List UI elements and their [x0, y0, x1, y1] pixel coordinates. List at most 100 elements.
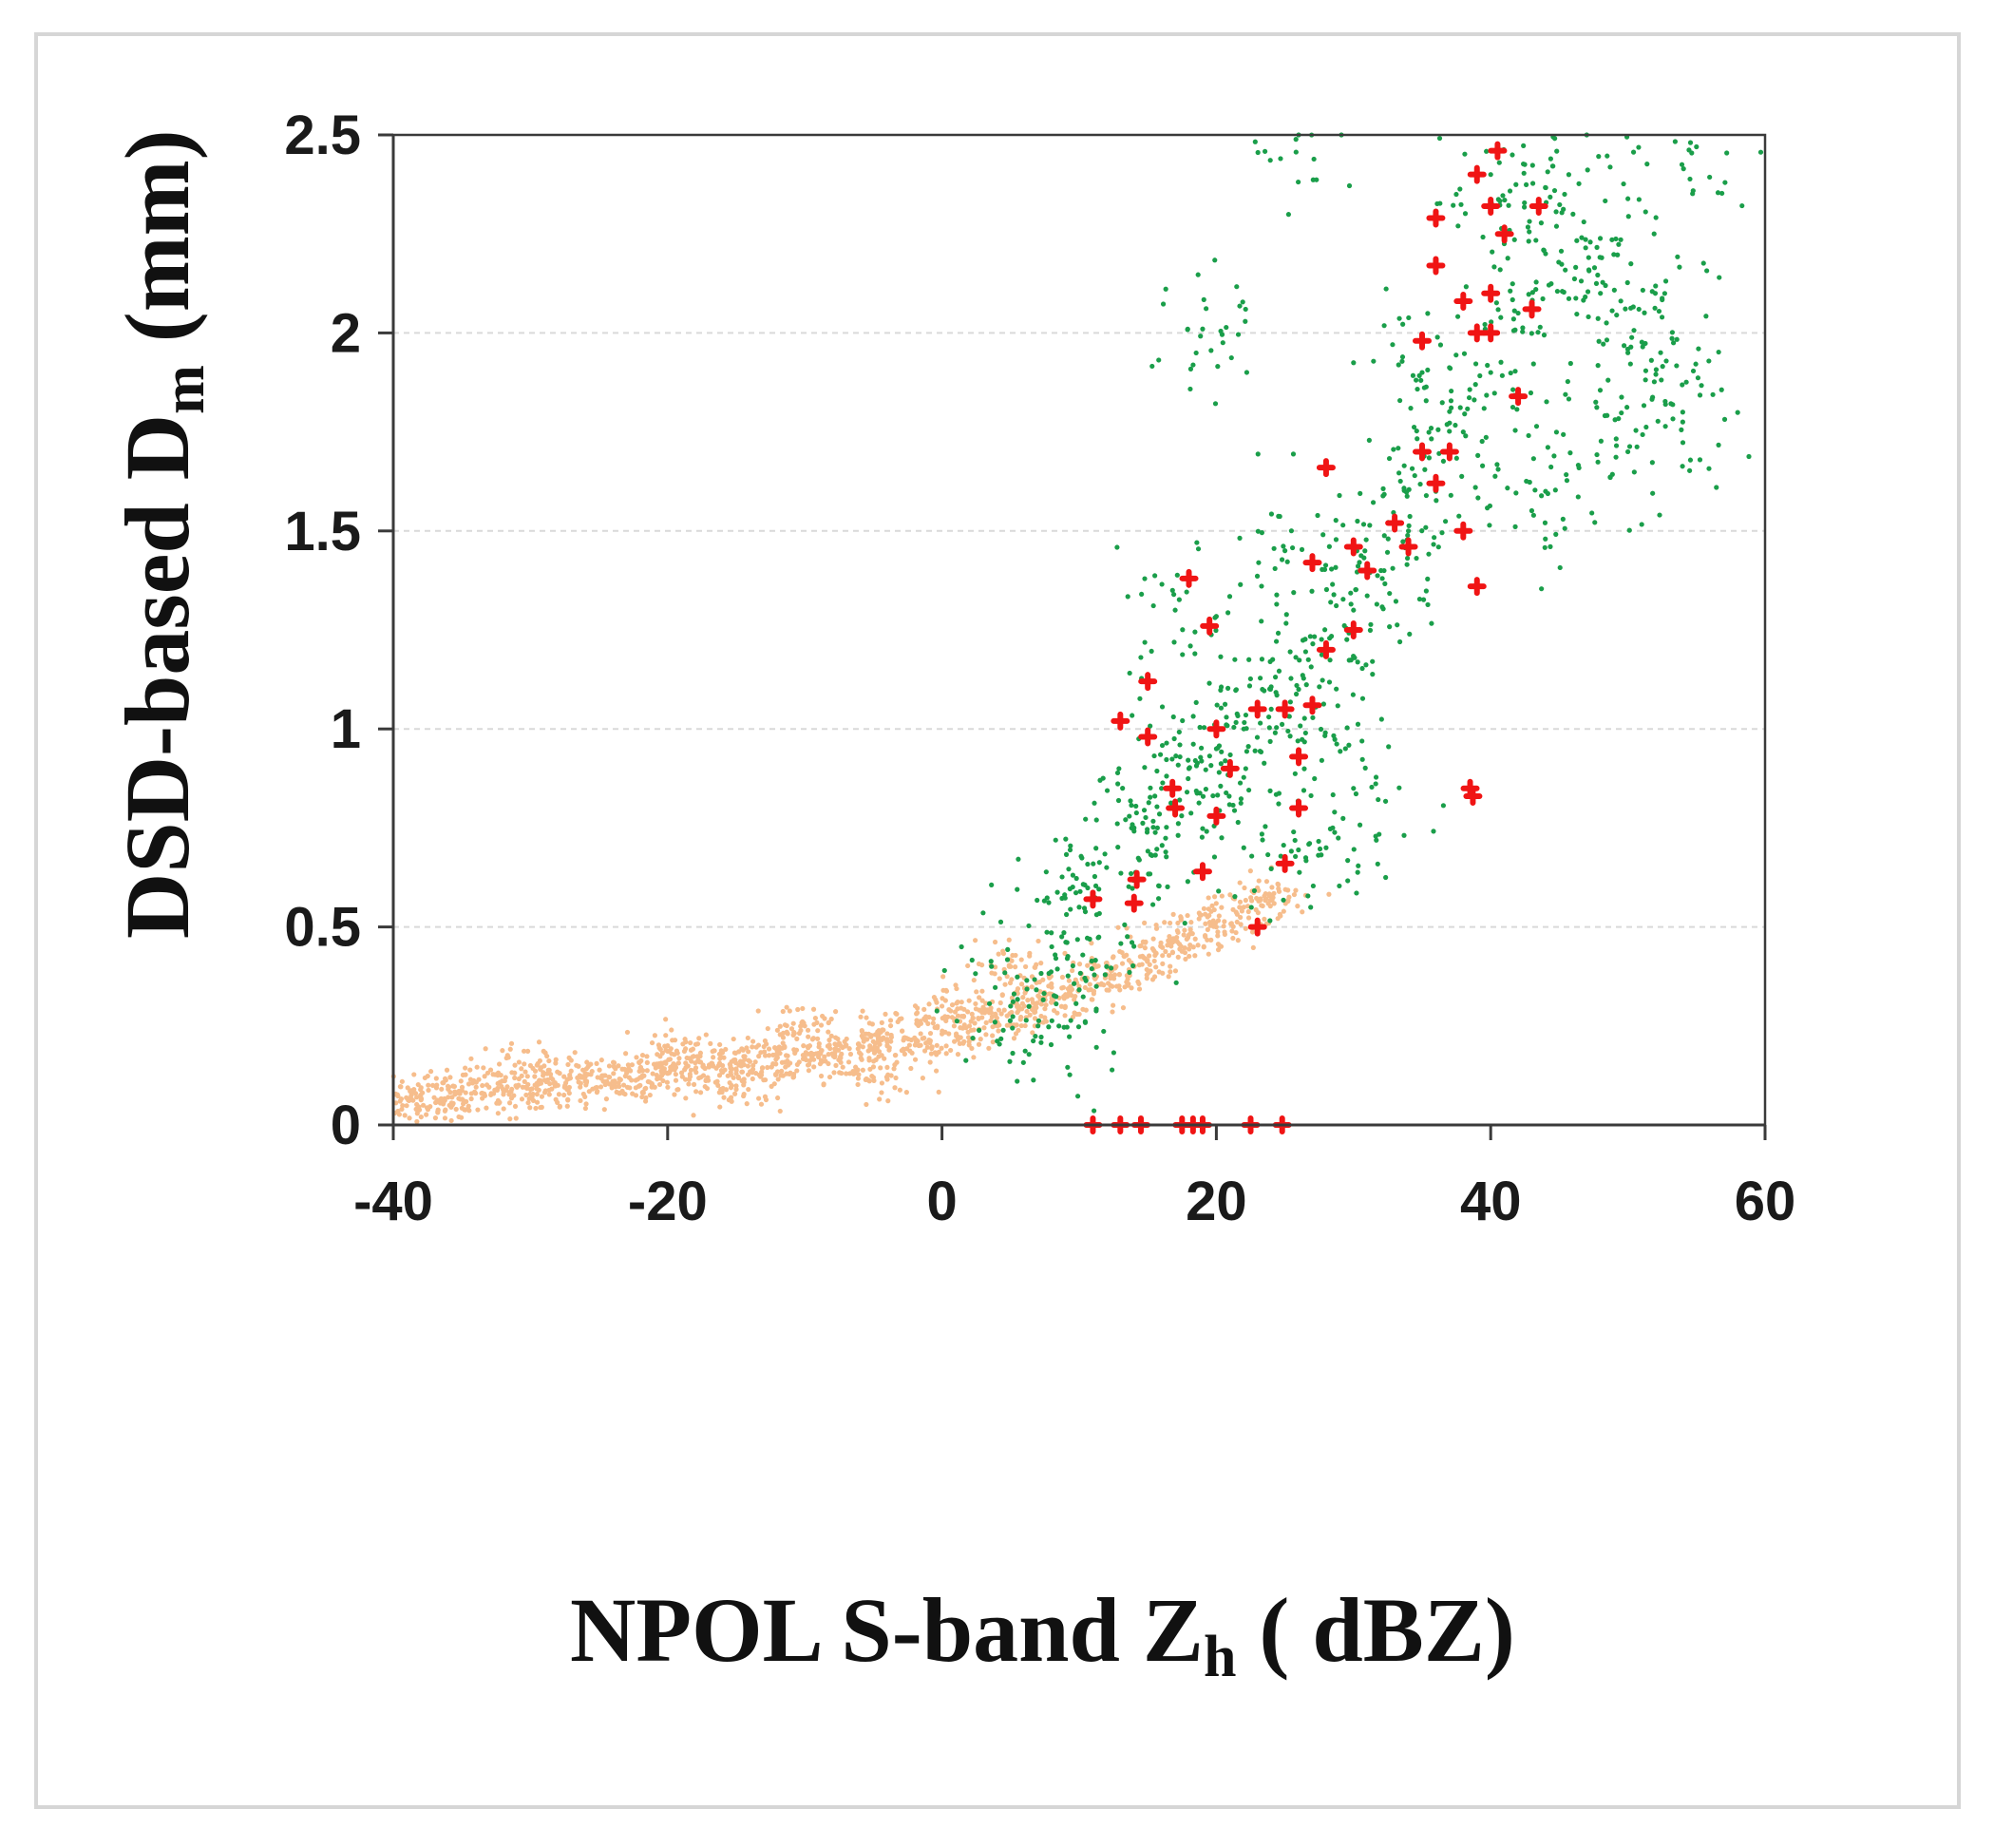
scatter-point: [993, 984, 998, 990]
scatter-point: [828, 1033, 834, 1038]
scatter-point: [1538, 220, 1545, 226]
scatter-point: [871, 1077, 877, 1083]
scatter-point: [1284, 559, 1290, 564]
scatter-point: [1417, 481, 1423, 487]
scatter-point: [1658, 350, 1663, 355]
scatter-point: [1278, 156, 1283, 162]
scatter-point: [1309, 588, 1315, 594]
scatter-point: [1143, 939, 1149, 945]
scatter-point: [1297, 869, 1302, 875]
y-tick-label: 0.5: [284, 897, 361, 959]
scatter-point: [766, 1046, 772, 1052]
scatter-point: [1038, 1001, 1044, 1007]
scatter-point: [1472, 361, 1479, 367]
scatter-point: [1594, 244, 1600, 250]
scatter-point: [1243, 318, 1248, 324]
scatter-point: [1211, 906, 1217, 913]
scatter-point: [1650, 490, 1656, 496]
scatter-point: [879, 1090, 884, 1095]
scatter-point: [1083, 889, 1103, 909]
scatter-point: [1053, 956, 1059, 962]
scatter-point: [1630, 149, 1637, 155]
scatter-point: [1319, 757, 1324, 763]
scatter-point: [1174, 572, 1180, 578]
scatter-point: [1539, 493, 1545, 499]
scatter-point: [1156, 811, 1163, 817]
scatter-point: [1238, 800, 1244, 806]
scatter-point: [1140, 820, 1146, 826]
y-tick-label: 1: [331, 698, 361, 760]
scatter-point: [1058, 1003, 1065, 1009]
scatter-point: [1505, 256, 1510, 261]
scatter-point: [801, 1043, 807, 1049]
scatter-point: [883, 1011, 888, 1017]
scatter-point: [811, 1064, 817, 1070]
scatter-point: [1411, 424, 1417, 430]
scatter-point: [940, 1003, 945, 1009]
scatter-point: [765, 1025, 770, 1032]
scatter-point: [594, 1060, 599, 1066]
scatter-point: [1565, 378, 1570, 385]
scatter-point: [1082, 984, 1088, 991]
scatter-point: [1064, 911, 1070, 918]
scatter-point: [973, 1006, 979, 1012]
scatter-point: [1237, 780, 1244, 786]
scatter-point: [675, 1087, 681, 1093]
scatter-point: [750, 1044, 755, 1050]
scatter-point: [1206, 680, 1212, 686]
scatter-point: [803, 1050, 808, 1056]
scatter-point: [1357, 822, 1363, 828]
scatter-point: [1118, 941, 1124, 946]
scatter-point: [1425, 576, 1431, 581]
scatter-point: [1129, 802, 1134, 809]
scatter-point: [1010, 1025, 1016, 1031]
scatter-point: [480, 1082, 485, 1089]
scatter-point: [719, 1089, 725, 1095]
scatter-point: [1595, 315, 1601, 321]
scatter-point: [1144, 829, 1150, 835]
scatter-point: [1288, 676, 1294, 681]
y-axis-title: DSD-based Dm (mm): [106, 129, 217, 939]
scatter-point: [1672, 139, 1678, 144]
scatter-point: [1581, 297, 1586, 303]
scatter-point: [926, 1001, 932, 1007]
scatter-point: [1332, 736, 1338, 742]
scatter-point: [1488, 141, 1508, 161]
scatter-point: [1219, 893, 1225, 899]
scatter-point: [1426, 551, 1432, 557]
scatter-point: [884, 1064, 890, 1070]
scatter-point: [1038, 961, 1044, 966]
scatter-point: [1649, 460, 1655, 466]
scatter-point: [1192, 862, 1212, 882]
scatter-point: [1115, 845, 1121, 850]
scatter-point: [1245, 744, 1251, 750]
scatter-point: [630, 1091, 636, 1096]
scatter-point: [1439, 400, 1445, 406]
scatter-point: [717, 1104, 723, 1110]
scatter-point: [957, 1040, 962, 1046]
scatter-point: [1735, 410, 1740, 415]
scatter-point: [1033, 1009, 1038, 1015]
scatter-point: [1000, 948, 1006, 954]
scatter-point: [853, 1064, 859, 1070]
scatter-point: [1150, 936, 1156, 942]
scatter-point: [476, 1076, 482, 1082]
scatter-point: [1219, 749, 1225, 754]
scatter-point: [1049, 943, 1054, 950]
scatter-point: [1077, 888, 1083, 894]
scatter-point: [1206, 753, 1212, 759]
scatter-point: [395, 1108, 401, 1115]
scatter-point: [607, 1075, 613, 1080]
scatter-point: [1746, 453, 1752, 460]
scatter-point: [1175, 832, 1181, 838]
scatter-point: [1710, 391, 1716, 397]
scatter-point: [546, 1092, 552, 1097]
scatter-point: [1435, 427, 1441, 432]
scatter-point: [1151, 958, 1157, 964]
scatter-point: [902, 1051, 907, 1057]
scatter-point: [885, 1098, 891, 1104]
scatter-point: [1439, 530, 1445, 536]
scatter-point: [1015, 997, 1020, 1002]
scatter-point: [773, 1051, 780, 1057]
scatter-point: [1082, 908, 1089, 915]
